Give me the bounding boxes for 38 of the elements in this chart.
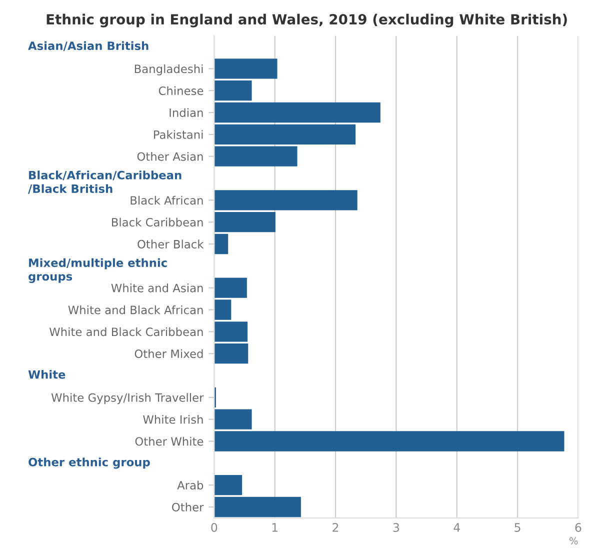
chart-title: Ethnic group in England and Wales, 2019 (excluding White British) [46,14,567,28]
x-axis-title: % [570,537,578,545]
bar [214,124,356,145]
bar [214,146,298,166]
text: Asian/Asian British [28,41,148,51]
bar [214,234,228,254]
y-tick-label: White and Black Caribbean [49,327,203,336]
y-tick-label: Other Black [138,240,204,248]
y-tick-label: Other Mixed [134,349,203,358]
text: White [28,370,66,379]
y-tick-label: Pakistani [154,130,203,139]
y-tick-label: Other [172,502,204,512]
y-tick-label: Indian [170,108,203,118]
text: Black/African/Caribbean /Black British [28,170,182,194]
bar [214,496,301,518]
y-tick-label: White and Black African [68,305,203,314]
x-tick-label: 5 [514,523,520,532]
y-tick-label: White Gypsy/Irish Traveller [51,393,204,404]
y-tick-label: Arab [177,480,204,490]
x-tick-label: 2 [332,523,338,532]
y-tick-label: Other Asian [137,152,203,161]
y-tick-label: White Irish [143,414,203,424]
y-tick-label: Black African [130,196,203,205]
bar [214,474,242,496]
y-tick-label: Other White [135,436,204,446]
bar [214,344,248,364]
text: Other ethnic group [28,458,150,469]
y-tick-label: Black Caribbean [112,218,203,227]
bar [214,102,380,123]
x-tick-label: 0 [211,523,218,532]
x-tick-label: 1 [272,523,278,532]
y-tick-label: Bangladeshi [134,64,203,76]
x-tick-label: 4 [454,523,460,532]
y-tick-label: Chinese [158,86,204,96]
y-tick-label: White and Asian [111,284,203,292]
x-tick-label: 3 [393,523,399,532]
text: Mixed/multiple ethnic groups [28,258,167,283]
x-tick-label: 6 [575,523,582,532]
